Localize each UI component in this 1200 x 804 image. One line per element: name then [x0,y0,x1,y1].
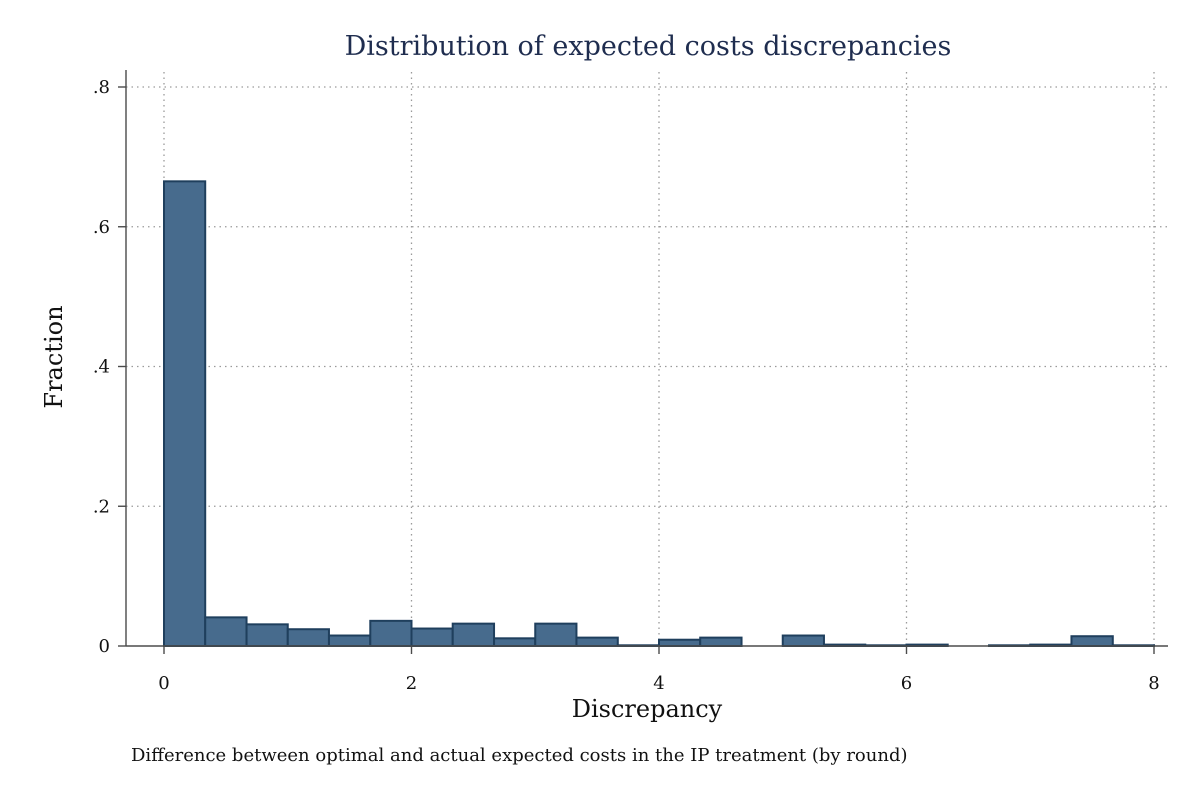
axis-layer: 0 .2 .4 .6 .8 0 2 4 6 8 [93,70,1168,694]
histogram-bar [781,634,825,647]
x-tick-label: 2 [406,673,417,694]
y-tick-label: 0 [99,636,110,657]
histogram-bar [327,634,372,647]
histogram-bar [245,623,289,647]
histogram-bar [534,622,578,648]
y-tick-label: .6 [93,217,110,238]
x-tick-label: 4 [653,673,664,694]
y-tick-label: .8 [93,77,110,98]
histogram-bar [286,628,330,647]
x-axis-label: Discrepancy [572,695,723,723]
histogram-bar [410,627,454,647]
histogram-bar [699,636,743,647]
histogram-bar [163,180,207,648]
x-tick-label: 0 [158,673,169,694]
chart-title: Distribution of expected costs discrepan… [345,31,952,62]
y-axis-label: Fraction [40,305,68,408]
label-layer: Distribution of expected costs discrepan… [40,31,951,766]
histogram-bar [204,616,248,648]
chart-note: Difference between optimal and actual ex… [131,745,908,766]
histogram-bar [451,622,496,648]
x-tick-label: 8 [1148,673,1159,694]
histogram-bar [575,636,619,647]
y-tick-label: .2 [93,496,110,517]
histogram-bar [658,638,702,647]
x-tick-label: 6 [901,673,912,694]
bar-layer [163,180,1156,648]
histogram-bar [493,637,537,647]
histogram-bar [369,619,413,647]
histogram-bar [1070,635,1114,648]
y-tick-label: .4 [93,357,110,378]
grid-layer [126,72,1168,646]
